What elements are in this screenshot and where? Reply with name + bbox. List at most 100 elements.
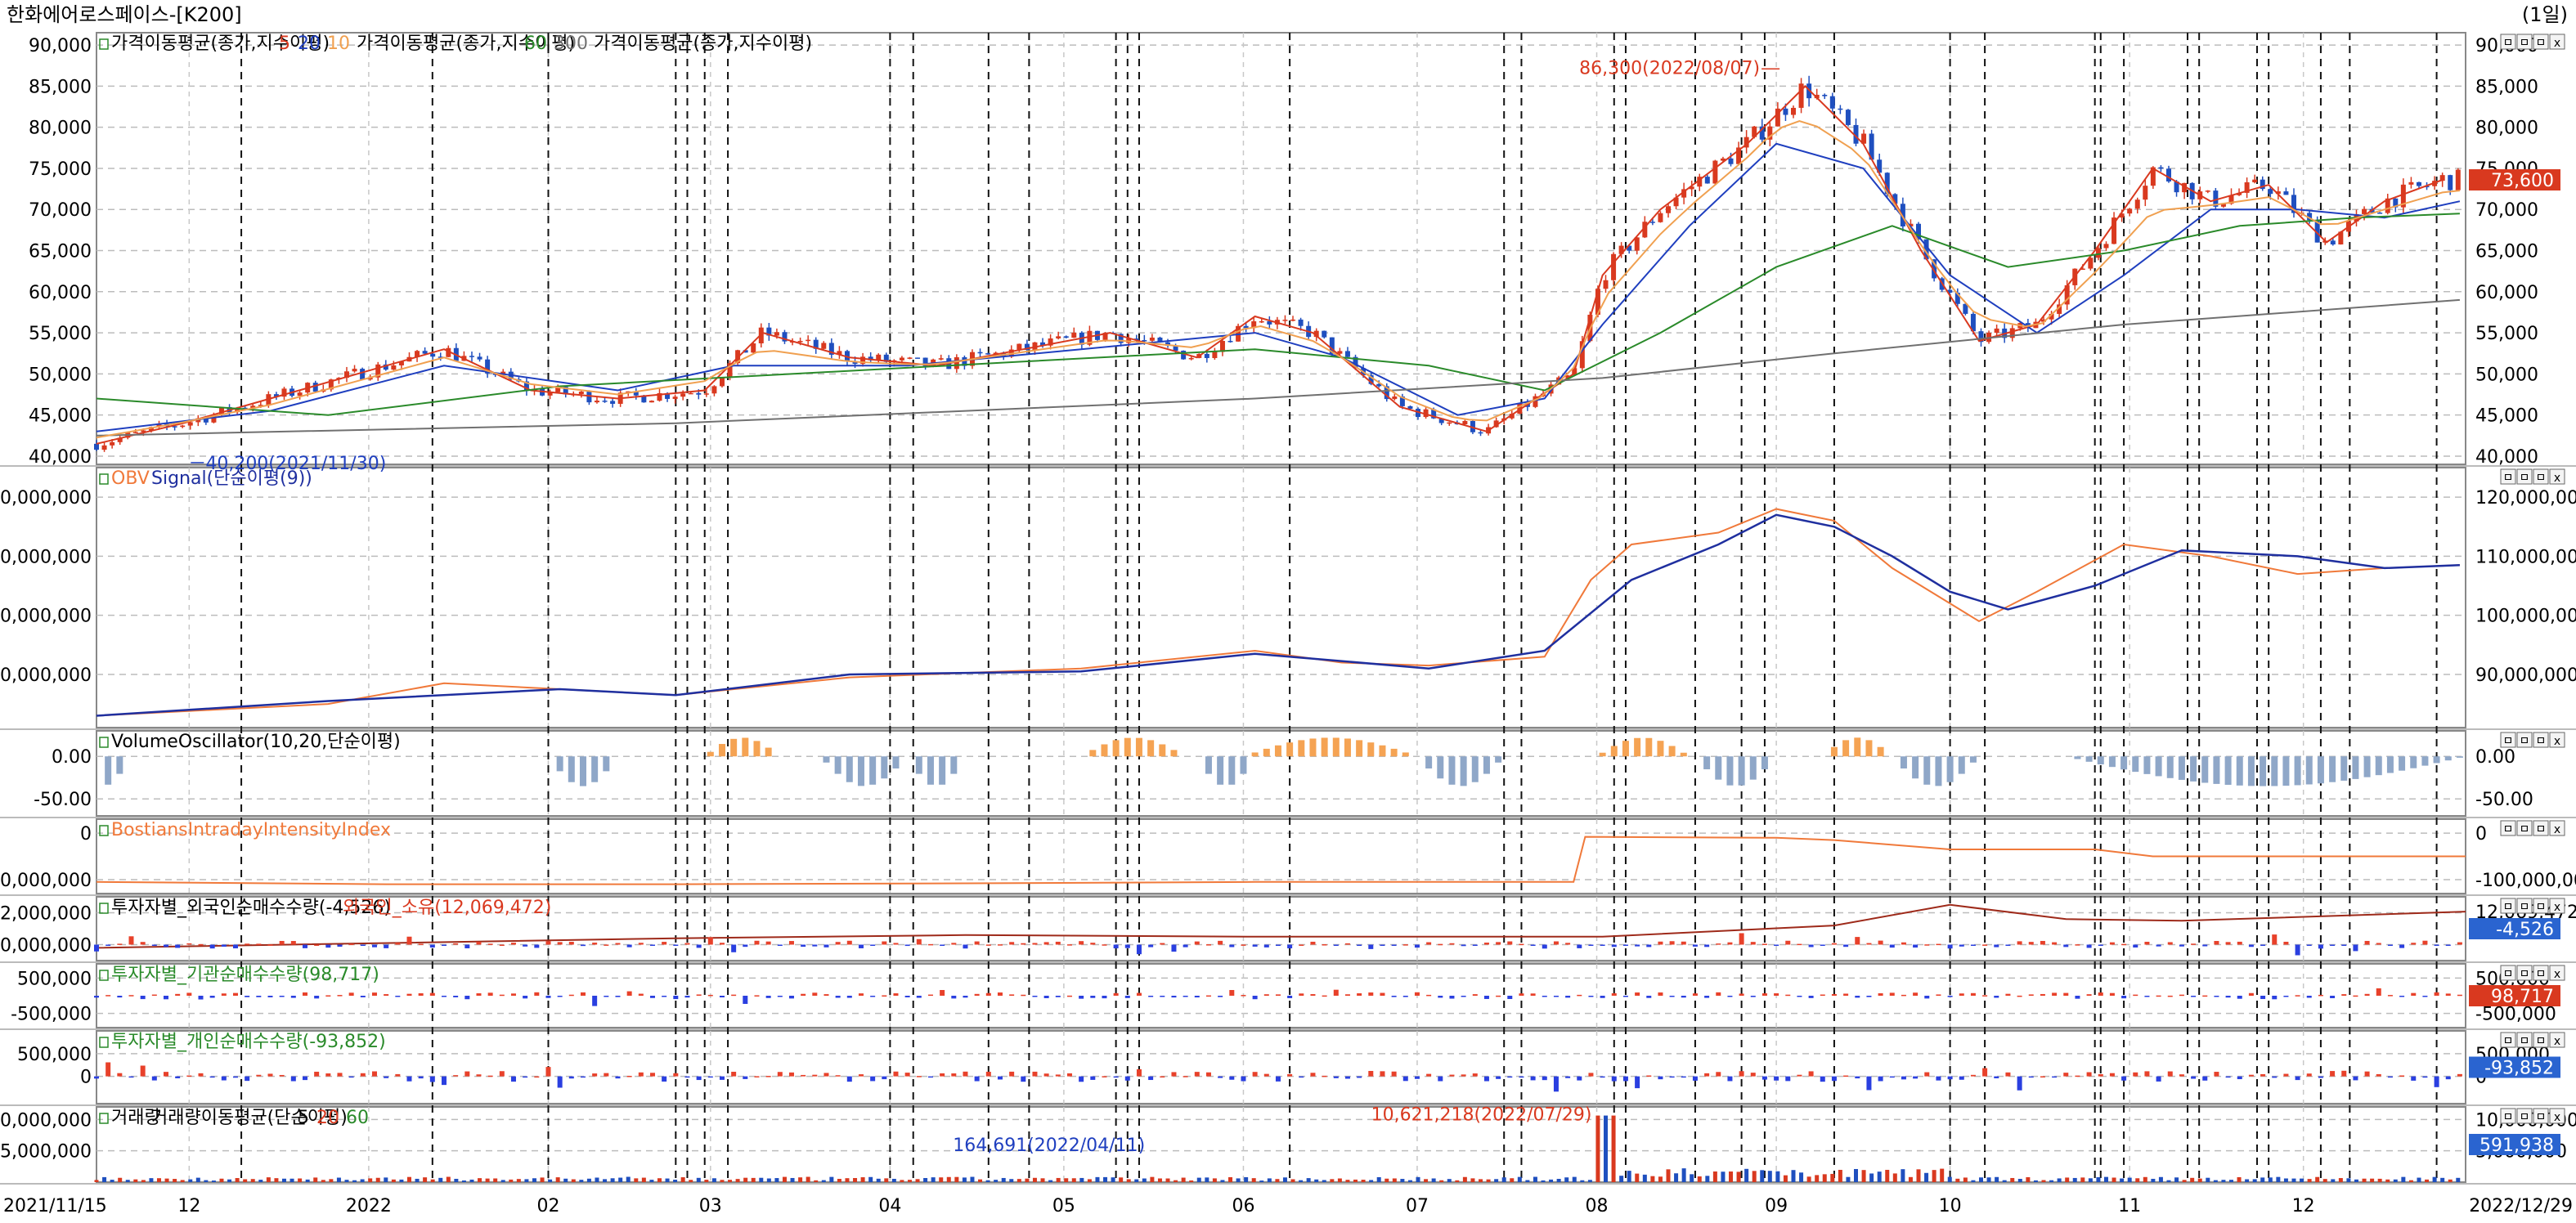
candle-body — [375, 364, 381, 378]
candle-body — [2385, 198, 2390, 213]
panel-button-vo[interactable] — [2500, 732, 2516, 748]
volume-bar — [313, 1177, 318, 1182]
panel-button-price[interactable] — [2516, 34, 2533, 50]
net-bar-individual — [2005, 1072, 2011, 1077]
panel-button-institution[interactable] — [2516, 965, 2533, 981]
panel-button-bii[interactable] — [2500, 820, 2516, 836]
panel-button-bii[interactable] — [2533, 820, 2549, 836]
net-bar-institution — [1449, 996, 1455, 999]
net-bar-foreign — [1287, 944, 1293, 949]
net-bar-individual — [499, 1071, 505, 1077]
panel-button-individual[interactable] — [2500, 1032, 2516, 1048]
y-tick-right-price: 70,000 — [2475, 200, 2538, 221]
volume-bar — [1181, 1177, 1186, 1182]
volume-bar — [391, 1179, 396, 1182]
net-bar-institution — [765, 996, 771, 998]
net-bar-foreign — [337, 944, 343, 947]
legend-marker-foreign[interactable] — [99, 903, 109, 914]
volume-bar — [110, 1180, 114, 1182]
candle-body — [1658, 213, 1663, 222]
panel-button-individual[interactable] — [2549, 1032, 2565, 1048]
panel-button-price[interactable] — [2533, 34, 2549, 50]
net-bar-institution — [325, 995, 331, 997]
net-bar-foreign — [1622, 944, 1628, 946]
panel-button-volume[interactable] — [2516, 1108, 2533, 1124]
panel-button-vo[interactable] — [2549, 732, 2565, 748]
volume-bar — [1947, 1176, 1952, 1182]
panel-button-vo[interactable] — [2516, 732, 2533, 748]
net-bar-institution — [1357, 993, 1362, 996]
vo-bar — [939, 756, 946, 785]
net-bar-individual — [232, 1076, 238, 1078]
panel-button-volume[interactable] — [2533, 1108, 2549, 1124]
net-bar-individual — [1565, 1076, 1571, 1078]
legend-marker-bii[interactable] — [99, 825, 109, 836]
y-tick-left-volume: 5,000,000 — [0, 1142, 92, 1163]
panel-button-obv[interactable] — [2549, 468, 2565, 485]
panel-button-foreign[interactable] — [2516, 898, 2533, 914]
y-tick-right-vo: 0.00 — [2475, 747, 2515, 768]
panel-button-individual[interactable] — [2533, 1032, 2549, 1048]
candle-body — [141, 430, 146, 432]
volume-bar — [1712, 1171, 1717, 1182]
panel-button-bii[interactable] — [2549, 820, 2565, 836]
legend-marker-individual[interactable] — [99, 1037, 109, 1048]
net-bar-foreign — [1391, 944, 1397, 946]
period-label[interactable]: (1일) — [2522, 3, 2568, 26]
legend-marker-volume[interactable] — [99, 1113, 109, 1124]
candle-body — [1392, 396, 1398, 400]
panel-button-institution[interactable] — [2533, 965, 2549, 981]
panel-button-bii[interactable] — [2516, 820, 2533, 836]
net-bar-individual — [1507, 1076, 1513, 1078]
legend-marker-obv[interactable] — [99, 473, 109, 485]
panel-button-obv[interactable] — [2500, 468, 2516, 485]
volume-bar — [118, 1177, 123, 1182]
net-bar-foreign — [2318, 944, 2323, 949]
candle-body — [1313, 330, 1319, 338]
net-bar-individual — [337, 1073, 343, 1077]
net-bar-individual — [453, 1075, 459, 1077]
candle-body — [1399, 396, 1405, 406]
panel-button-foreign[interactable] — [2533, 898, 2549, 914]
net-bar-individual — [1414, 1076, 1420, 1079]
candle-body — [2158, 167, 2164, 169]
panel-button-price[interactable] — [2500, 34, 2516, 50]
panel-button-volume[interactable] — [2500, 1108, 2516, 1124]
net-bar-individual — [348, 1076, 354, 1078]
net-bar-institution — [221, 993, 227, 996]
candle-body — [2455, 169, 2461, 190]
candle-body — [422, 351, 428, 354]
panel-button-volume[interactable] — [2549, 1108, 2565, 1124]
candle-body — [312, 383, 318, 392]
panel-button-obv[interactable] — [2516, 468, 2533, 485]
volume-bar — [2112, 1177, 2116, 1182]
net-bar-individual — [719, 1076, 725, 1080]
net-bar-foreign — [2260, 944, 2266, 946]
candle-body — [1595, 289, 1600, 315]
panel-button-institution[interactable] — [2500, 965, 2516, 981]
net-bar-foreign — [151, 944, 157, 946]
net-bar-individual — [1878, 1076, 1883, 1082]
volume-bar — [1479, 1179, 1483, 1182]
panel-button-individual[interactable] — [2516, 1032, 2533, 1048]
panel-button-vo[interactable] — [2533, 732, 2549, 748]
panel-button-institution[interactable] — [2549, 965, 2565, 981]
panel-button-foreign[interactable] — [2549, 898, 2565, 914]
vo-bar — [718, 744, 725, 757]
legend-marker-price[interactable] — [99, 38, 109, 50]
net-bar-institution — [1368, 992, 1374, 996]
net-bar-institution — [1565, 996, 1571, 998]
panel-button-label-volume: ㅁ — [2503, 1111, 2514, 1124]
net-bar-institution — [1380, 992, 1385, 996]
panel-button-price[interactable] — [2549, 34, 2565, 50]
panel-frame-volume — [96, 1106, 2466, 1183]
panel-button-foreign[interactable] — [2500, 898, 2516, 914]
legend-marker-institution[interactable] — [99, 970, 109, 981]
net-bar-foreign — [163, 944, 168, 947]
net-bar-individual — [1681, 1076, 1686, 1078]
legend-marker-vo[interactable] — [99, 737, 109, 748]
candle-body — [1666, 206, 1672, 213]
panel-button-obv[interactable] — [2533, 468, 2549, 485]
net-bar-institution — [418, 992, 424, 996]
net-bar-institution — [2248, 992, 2254, 996]
